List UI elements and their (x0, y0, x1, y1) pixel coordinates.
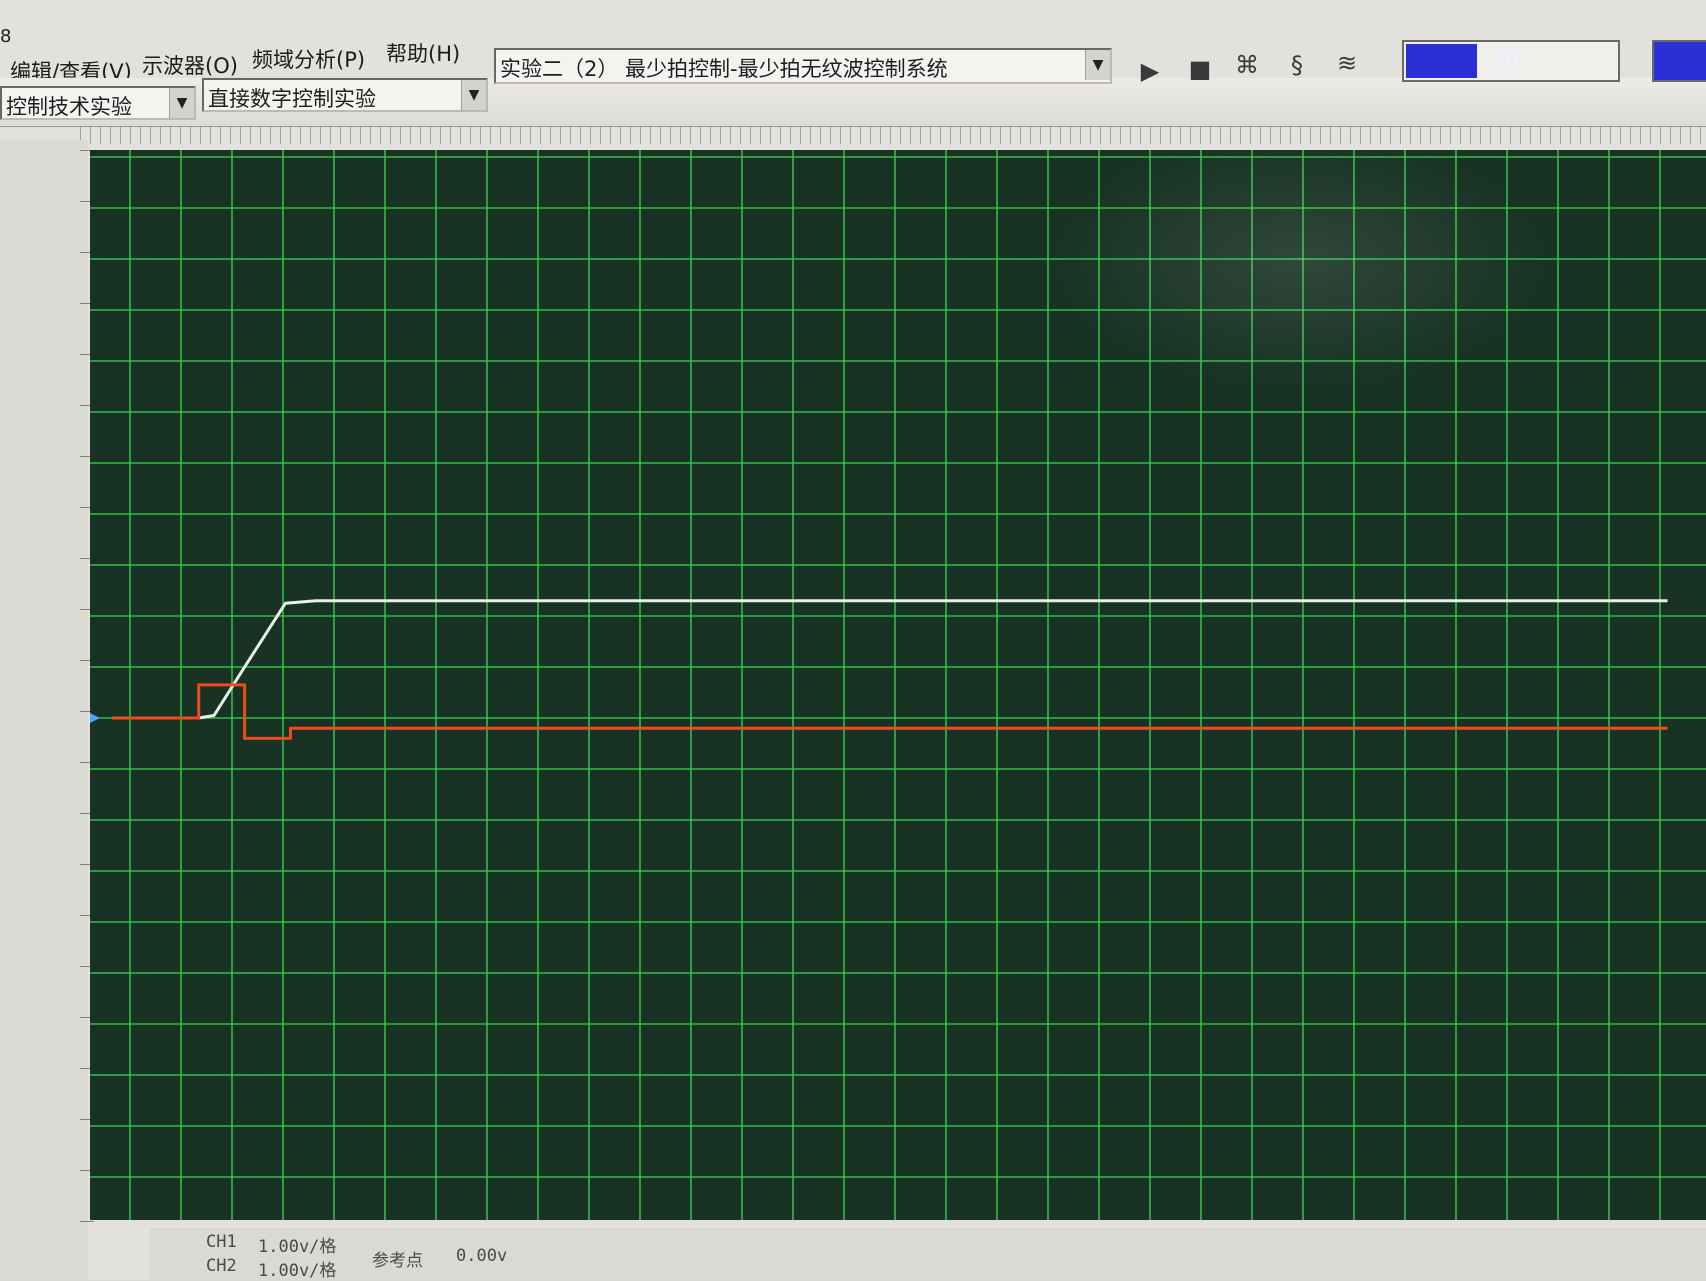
course-select-value: 控制技术实验 (6, 95, 132, 119)
chevron-down-icon[interactable]: ▼ (1085, 50, 1110, 80)
ch1-label: CH1 (206, 1232, 237, 1252)
experiment-select[interactable]: 实验二（2） 最少拍控制-最少拍无纹波控制系统 ▼ (494, 48, 1112, 84)
waveform-settings-icon[interactable]: ≋ (1336, 49, 1358, 77)
play-icon[interactable]: ▶ (1140, 57, 1160, 85)
ref-value: 0.00v (456, 1246, 508, 1266)
left-panel (0, 140, 88, 1280)
ch2-scale: 1.00v/格 (258, 1261, 337, 1281)
sample-rate-fill (1406, 44, 1477, 78)
sample-rate-bar[interactable]: 50 (1402, 40, 1620, 82)
status-bar: CH1 1.00v/格 CH2 1.00v/格 参考点 0.00v (150, 1228, 1706, 1281)
chevron-down-icon[interactable]: ▼ (461, 80, 486, 110)
ch2-trace (112, 683, 1668, 740)
window-number: 8 (0, 26, 12, 47)
menu-frequency-analysis[interactable]: 频域分析(P) (252, 48, 366, 72)
toolbar: 控制技术实验 ▼ 直接数字控制实验 ▼ 实验二（2） 最少拍控制-最少拍无纹波控… (0, 48, 1706, 127)
secondary-bar[interactable] (1652, 40, 1706, 82)
chevron-down-icon[interactable]: ▼ (169, 88, 194, 118)
ref-label: 参考点 (372, 1251, 423, 1271)
waveform-auto-icon[interactable]: ⌘ (1235, 51, 1259, 79)
ch1-trace (112, 599, 1668, 720)
category-select[interactable]: 直接数字控制实验 ▼ (202, 78, 488, 112)
horizontal-ruler (80, 126, 1706, 144)
course-select[interactable]: 控制技术实验 ▼ (0, 86, 196, 120)
sample-rate-value: 50 (1494, 48, 1522, 73)
oscilloscope-display (90, 150, 1706, 1220)
waveform-sync-icon[interactable]: § (1291, 51, 1303, 79)
oscilloscope-plot (90, 150, 1706, 1220)
menu-help[interactable]: 帮助(H) (386, 42, 461, 66)
experiment-select-value: 实验二（2） 最少拍控制-最少拍无纹波控制系统 (500, 57, 948, 81)
ch2-label: CH2 (206, 1256, 237, 1276)
ch1-scale: 1.00v/格 (258, 1237, 337, 1257)
trigger-marker-icon (90, 713, 100, 723)
category-select-value: 直接数字控制实验 (208, 87, 376, 111)
menu-oscilloscope[interactable]: 示波器(O) (142, 54, 238, 78)
stop-icon[interactable]: ■ (1188, 55, 1212, 83)
